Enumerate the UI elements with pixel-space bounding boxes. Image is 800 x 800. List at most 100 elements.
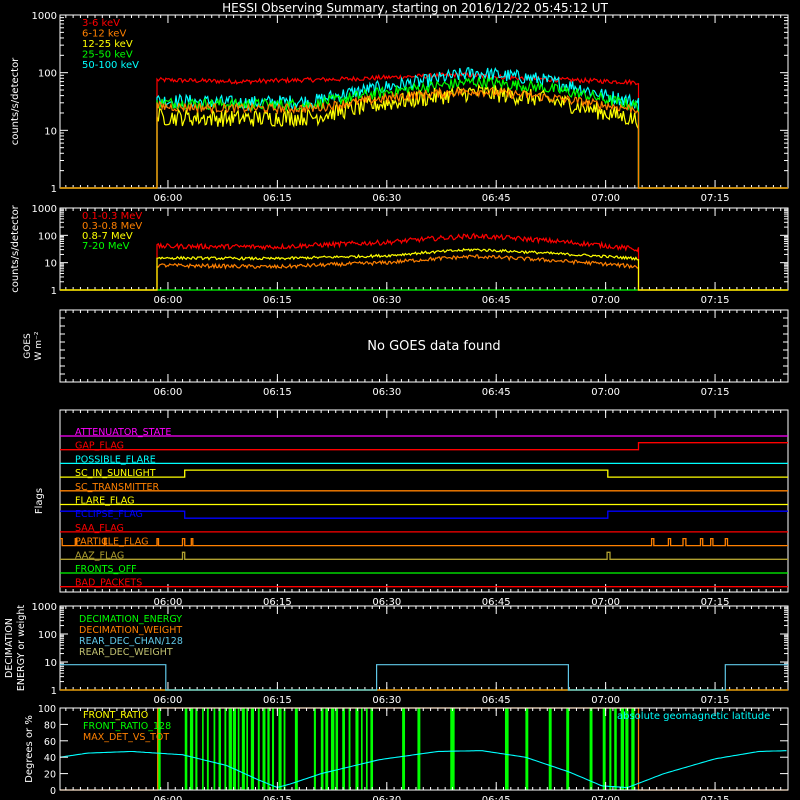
decimation-line-rear-dec-chan-128: [60, 664, 788, 691]
flag-line-particle-flag: [60, 537, 788, 547]
series-line-0-3-0-8-mev: [60, 254, 788, 291]
y-tick-label: 0: [50, 786, 56, 797]
ratios-frame: [59, 707, 789, 791]
flag-line-aaz-flag: [60, 551, 788, 560]
legend-entry: 0.8-7 MeV: [82, 231, 133, 242]
legend-entry: 12-25 keV: [82, 39, 133, 50]
y-axis-label-2: ENERGY or weight: [16, 605, 27, 691]
rear_rates-panel: 06:00 06:15 06:30 06:45 07:00 07:15 1 10 100 1000…: [10, 204, 789, 306]
front-ratio-128-bar: [504, 708, 509, 790]
goes-panel: 06:00 06:15 06:30 06:45 07:00 07:15 GOES W m⁻² N…: [23, 309, 789, 398]
figure-title: HESSI Observing Summary, starting on 201…: [222, 1, 608, 15]
front-ratio-128-bar: [283, 708, 286, 790]
y-tick-label: 100: [38, 630, 57, 641]
front-ratio-128-bar: [348, 708, 351, 790]
time-tick-label: 06:15: [263, 387, 292, 398]
flag-label: SC_TRANSMITTER: [75, 482, 160, 493]
flag-line-eclipse-flag: [60, 510, 788, 519]
y-tick-label: 100: [38, 69, 57, 80]
time-tick-label: 07:15: [701, 695, 730, 706]
flag-label: GAP_FLAG: [75, 441, 124, 452]
panels: 06:00 06:15 06:30 06:45 07:00 07:151101001000…: [4, 11, 789, 800]
time-tick-label: 06:30: [372, 597, 401, 608]
time-tick-label: 07:15: [701, 387, 730, 398]
y-axis-label: GOES: [23, 333, 33, 359]
front-ratio-128-bar: [232, 708, 237, 790]
front-ratio-128-bar: [224, 708, 227, 790]
front-ratio-128-bar: [548, 708, 552, 790]
y-tick-label: 1: [51, 184, 57, 195]
front_rates-frame: [59, 14, 789, 189]
time-tick-label: 07:00: [591, 795, 620, 800]
time-tick-label: 06:45: [482, 695, 511, 706]
flag-label: AAZ_FLAG: [75, 550, 124, 561]
y-axis-label: Degrees or %: [24, 715, 35, 783]
y-axis-label: Flags: [34, 488, 45, 514]
flag-label: FLARE_FLAG: [75, 496, 135, 507]
y-axis-label: counts/s/detector: [10, 57, 21, 145]
front-ratio-128-bar: [294, 708, 298, 790]
time-tick-label: 06:00: [154, 387, 183, 398]
time-tick-label: 06:45: [482, 597, 511, 608]
series-line-3-6-kev: [60, 72, 788, 189]
y-axis-label: counts/s/detector: [10, 204, 21, 292]
front-ratio-128-bar: [330, 708, 335, 790]
front-ratio-128-bar: [246, 708, 249, 790]
y-tick-label: 10: [44, 126, 57, 137]
time-tick-label: 06:30: [372, 795, 401, 800]
time-tick-label: 06:45: [482, 795, 511, 800]
front-ratio-128-bar: [370, 708, 374, 790]
legend-entry: REAR_DEC_WEIGHT: [79, 647, 173, 658]
y-tick-label: 10: [44, 259, 57, 270]
y-tick-label: 1: [51, 686, 57, 697]
front-ratio-128-bar: [589, 708, 593, 790]
flags-frame: [59, 409, 789, 593]
goes-frame: [59, 309, 789, 383]
legend-entry: 25-50 keV: [82, 50, 133, 61]
time-tick-label: 06:15: [263, 795, 292, 800]
y-tick-label: 1000: [32, 204, 57, 215]
front-ratio-128-bar: [566, 708, 570, 790]
front-ratio-128-bar: [335, 708, 339, 790]
front-ratio-128-bar: [417, 708, 421, 790]
front-ratio-128-bar: [620, 708, 624, 790]
legend-entry: 7-20 MeV: [82, 241, 130, 252]
front-ratio-128-bar: [184, 708, 188, 790]
front-ratio-128-bar: [262, 708, 266, 790]
y-tick-label: 100: [38, 231, 57, 242]
series-line-0-8-7-mev: [60, 247, 788, 291]
no-data-message: No GOES data found: [367, 339, 500, 354]
legend-entry: 3-6 keV: [82, 18, 120, 29]
time-tick-label: 06:30: [372, 193, 401, 204]
y-tick-label: 60: [44, 737, 56, 748]
legend-entry: FRONT_RATIO: [83, 710, 148, 721]
time-tick-label: 07:00: [591, 695, 620, 706]
y-tick-label: 1000: [32, 602, 57, 613]
legend-entry: 0.1-0.3 MeV: [82, 211, 142, 222]
geomagnetic-latitude-annotation: absolute geomagnetic latitude: [617, 711, 770, 722]
y-axis-unit: W m⁻²: [34, 331, 44, 360]
time-tick-label: 07:00: [591, 193, 620, 204]
front-ratio-128-bar: [631, 708, 635, 790]
front-ratio-128-bar: [202, 708, 204, 790]
front-ratio-128-bar: [609, 708, 612, 790]
series-line-12-25-kev: [60, 83, 788, 189]
time-tick-label: 07:00: [591, 597, 620, 608]
time-tick-label: 07:00: [591, 387, 620, 398]
series-line-6-12-kev: [60, 86, 788, 189]
time-tick-label: 06:00: [154, 295, 183, 306]
time-tick-label: 07:15: [701, 795, 730, 800]
time-tick-label: 06:30: [372, 387, 401, 398]
flag-line-sc-in-sunlight: [60, 469, 788, 478]
y-tick-label: 10: [44, 658, 57, 669]
y-axis-label: DECIMATION: [4, 618, 15, 678]
y-tick-label: 100: [38, 704, 56, 715]
time-tick-label: 06:45: [482, 387, 511, 398]
legend-entry: 0.3-0.8 MeV: [82, 221, 142, 232]
front-ratio-128-bar: [614, 708, 617, 790]
time-tick-label: 06:30: [372, 695, 401, 706]
flag-label: BAD_PACKETS: [75, 578, 142, 589]
flag-label: PARTICLE_FLAG: [75, 537, 148, 548]
